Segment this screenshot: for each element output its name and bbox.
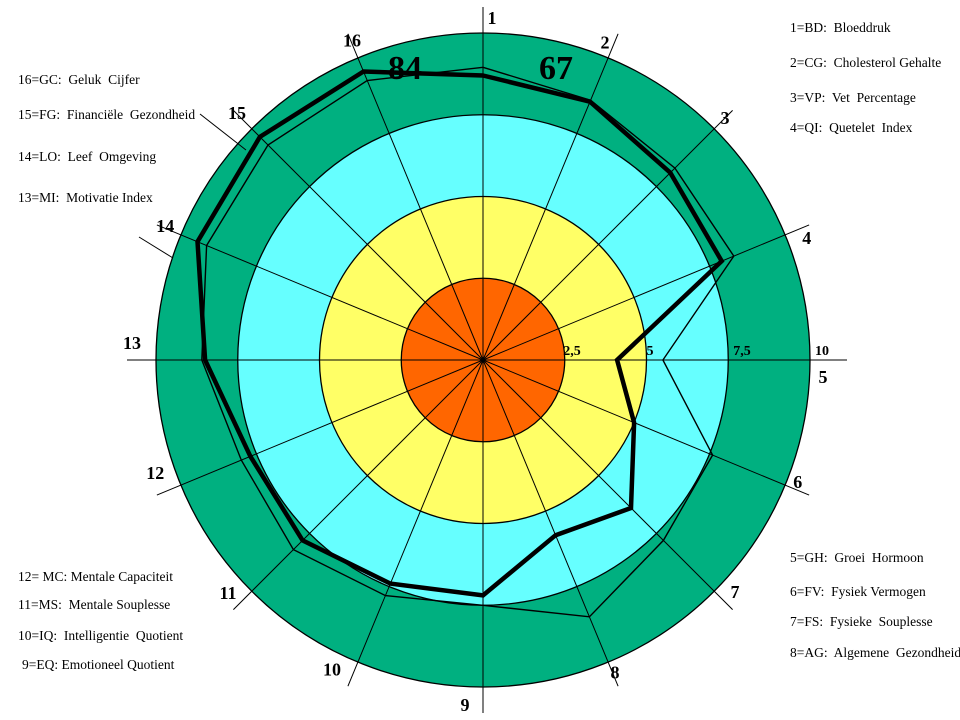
annotation-left_score: 84 [388, 50, 422, 87]
legend-item-16-gc: 16=GC: Geluk Cijfer [18, 72, 140, 87]
legend-item-4-qi: 4=QI: Quetelet Index [790, 120, 913, 135]
axis-label-13: 13 [123, 333, 141, 353]
leader-line-axis-15 [199, 113, 247, 151]
legend-item-13-mi: 13=MI: Motivatie Index [18, 190, 153, 205]
legend-item-2-cg: 2=CG: Cholesterol Gehalte [790, 55, 942, 70]
axis-label-6: 6 [793, 472, 802, 492]
axis-label-14: 14 [156, 216, 174, 236]
axis-label-10: 10 [323, 660, 341, 680]
axis-label-3: 3 [720, 108, 729, 128]
axis-label-15: 15 [228, 103, 246, 123]
axis-label-7: 7 [730, 582, 739, 602]
scale-tick-2,5: 2,5 [563, 344, 581, 359]
legend-item-1-bd: 1=BD: Bloeddruk [790, 20, 891, 35]
axis-label-16: 16 [343, 30, 361, 50]
legend-item-14-lo: 14=LO: Leef Omgeving [18, 149, 157, 164]
spoke-16 [347, 33, 484, 361]
axis-label-12: 12 [146, 463, 164, 483]
spoke-12 [156, 359, 484, 496]
legend-item-12-mc: 12= MC: Mentale Capaciteit [18, 569, 173, 584]
axis-label-9: 9 [461, 695, 470, 715]
legend-item-5-gh: 5=GH: Groei Hormoon [790, 550, 924, 565]
spoke-10 [347, 359, 484, 687]
score-profile-thin [201, 66, 735, 618]
legend-item-10-iq: 10=IQ: Intelligentie Quotient [18, 628, 184, 643]
scale-tick-7,5: 7,5 [733, 344, 751, 359]
legend-item-3-vp: 3=VP: Vet Percentage [790, 90, 916, 105]
axis-label-8: 8 [611, 663, 620, 683]
legend-item-6-fv: 6=FV: Fysiek Vermogen [790, 584, 926, 599]
axis-label-1: 1 [488, 8, 497, 28]
scale-tick-10: 10 [815, 344, 829, 359]
axis-label-2: 2 [601, 32, 610, 52]
axis-label-5: 5 [819, 367, 828, 387]
spoke-15 [233, 110, 484, 361]
spoke-7 [482, 359, 733, 610]
legend-item-8-ag: 8=AG: Algemene Gezondheid [790, 645, 960, 660]
scale-tick-5: 5 [647, 344, 654, 359]
annotation-right_score: 67 [539, 50, 573, 87]
spoke-11 [233, 359, 484, 610]
axis-label-11: 11 [220, 583, 237, 603]
spoke-6 [482, 359, 810, 496]
spoke-3 [482, 110, 733, 361]
spoke-14 [156, 224, 484, 361]
spoke-8 [482, 359, 619, 687]
legend-item-7-fs: 7=FS: Fysieke Souplesse [790, 614, 933, 629]
leader-line-axis-14 [138, 236, 174, 259]
axis-label-4: 4 [802, 228, 811, 248]
spoke-2 [482, 33, 619, 361]
legend-item-9-eq: 9=EQ: Emotioneel Quotient [22, 657, 175, 672]
legend-item-15-fg: 15=FG: Financiële Gezondheid [18, 107, 196, 122]
legend-item-11-ms: 11=MS: Mentale Souplesse [18, 597, 171, 612]
score-profile-thick [195, 69, 725, 598]
spoke-4 [482, 224, 810, 361]
